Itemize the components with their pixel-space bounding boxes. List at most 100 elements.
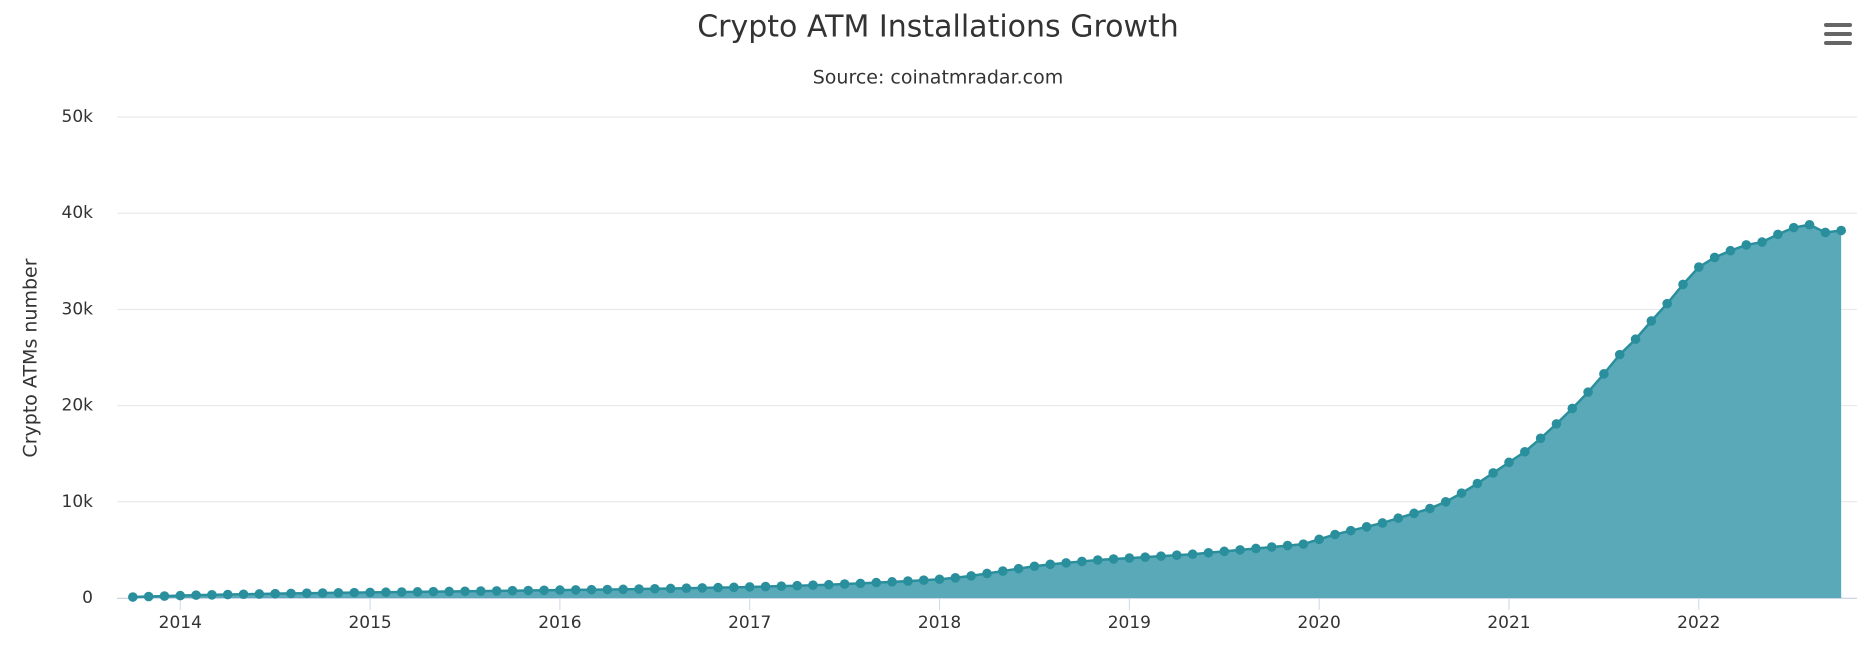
- data-point: [1282, 540, 1293, 551]
- data-point: [1156, 551, 1166, 561]
- data-point: [839, 579, 850, 589]
- x-tick-label: 2016: [538, 613, 581, 633]
- data-point: [776, 581, 787, 591]
- menu-button[interactable]: [1824, 23, 1852, 45]
- data-point: [491, 586, 502, 596]
- data-point: [128, 592, 138, 602]
- data-point: [918, 575, 929, 586]
- data-point: [1361, 522, 1372, 532]
- data-point: [207, 590, 217, 600]
- data-point: [1377, 518, 1388, 528]
- data-point: [1583, 387, 1593, 397]
- data-point: [1203, 547, 1214, 558]
- data-point: [317, 588, 328, 598]
- data-point: [1172, 550, 1182, 560]
- data-point: [381, 587, 391, 598]
- data-point: [903, 576, 913, 586]
- data-point: [476, 586, 486, 596]
- data-point: [222, 589, 233, 600]
- data-point: [159, 591, 170, 601]
- data-point: [1219, 546, 1230, 557]
- data-point: [1330, 529, 1340, 540]
- x-tick-label: 2015: [348, 613, 391, 633]
- data-point: [1029, 561, 1040, 572]
- data-point: [713, 582, 723, 593]
- data-point: [412, 587, 423, 597]
- data-point: [1757, 237, 1767, 247]
- data-point: [744, 582, 755, 592]
- data-point: [1709, 252, 1720, 263]
- data-point: [760, 581, 771, 592]
- data-point: [1488, 468, 1498, 478]
- data-point: [1440, 497, 1451, 507]
- data-point: [1836, 225, 1846, 236]
- data-point: [539, 585, 549, 596]
- data-point: [460, 586, 470, 597]
- y-tick-label: 0: [82, 588, 93, 608]
- menu-bar: [1824, 23, 1852, 27]
- data-point: [1045, 559, 1056, 570]
- data-point: [1314, 534, 1324, 545]
- data-point: [507, 585, 518, 596]
- chart-subtitle: Source: coinatmradar.com: [813, 67, 1064, 89]
- menu-bar: [1824, 32, 1852, 36]
- data-point: [586, 584, 597, 595]
- data-point: [950, 572, 961, 583]
- data-point: [934, 574, 945, 585]
- data-point: [1820, 227, 1831, 238]
- y-tick-label: 40k: [62, 203, 94, 223]
- data-point: [270, 588, 280, 599]
- data-point: [1520, 446, 1530, 457]
- data-point: [175, 590, 186, 601]
- data-point: [602, 584, 613, 595]
- data-point: [1646, 316, 1657, 326]
- menu-bar: [1824, 41, 1852, 45]
- data-point: [1504, 457, 1514, 468]
- data-point: [1725, 245, 1736, 256]
- data-point: [428, 586, 439, 597]
- data-point: [1251, 543, 1261, 554]
- data-point: [238, 589, 249, 600]
- data-point: [570, 585, 581, 595]
- data-point: [555, 585, 565, 595]
- data-point: [729, 582, 739, 593]
- x-tick-label: 2021: [1487, 613, 1530, 633]
- data-point: [302, 588, 312, 598]
- data-point: [1788, 222, 1799, 233]
- data-point: [333, 588, 344, 598]
- data-point: [1124, 553, 1135, 563]
- area-fill: [132, 224, 1842, 599]
- data-point: [1187, 549, 1198, 560]
- data-point: [618, 584, 628, 595]
- data-point: [1140, 552, 1150, 562]
- data-point: [254, 589, 265, 599]
- data-point: [1599, 369, 1609, 379]
- x-tick-label: 2018: [918, 613, 961, 633]
- data-point: [697, 583, 708, 593]
- data-point: [1346, 525, 1356, 536]
- data-point: [665, 583, 676, 594]
- data-point: [1298, 539, 1309, 549]
- data-point: [1092, 555, 1103, 565]
- data-point: [808, 580, 818, 591]
- data-point: [1630, 334, 1641, 345]
- data-point: [1472, 478, 1483, 489]
- y-tick-label: 20k: [62, 396, 94, 416]
- data-point: [1804, 219, 1815, 230]
- data-point: [966, 571, 976, 581]
- data-point: [1535, 433, 1546, 444]
- data-point: [1108, 554, 1119, 564]
- y-tick-label: 50k: [62, 107, 94, 127]
- data-point: [396, 587, 407, 597]
- data-point: [681, 583, 692, 593]
- y-axis-title: Crypto ATMs number: [20, 258, 42, 457]
- data-point: [1741, 240, 1752, 250]
- data-point: [1678, 279, 1688, 290]
- data-point: [1694, 262, 1704, 272]
- data-point: [855, 578, 866, 589]
- data-point: [1425, 503, 1435, 514]
- data-point: [191, 590, 201, 600]
- data-point: [444, 586, 454, 597]
- data-point: [792, 580, 802, 591]
